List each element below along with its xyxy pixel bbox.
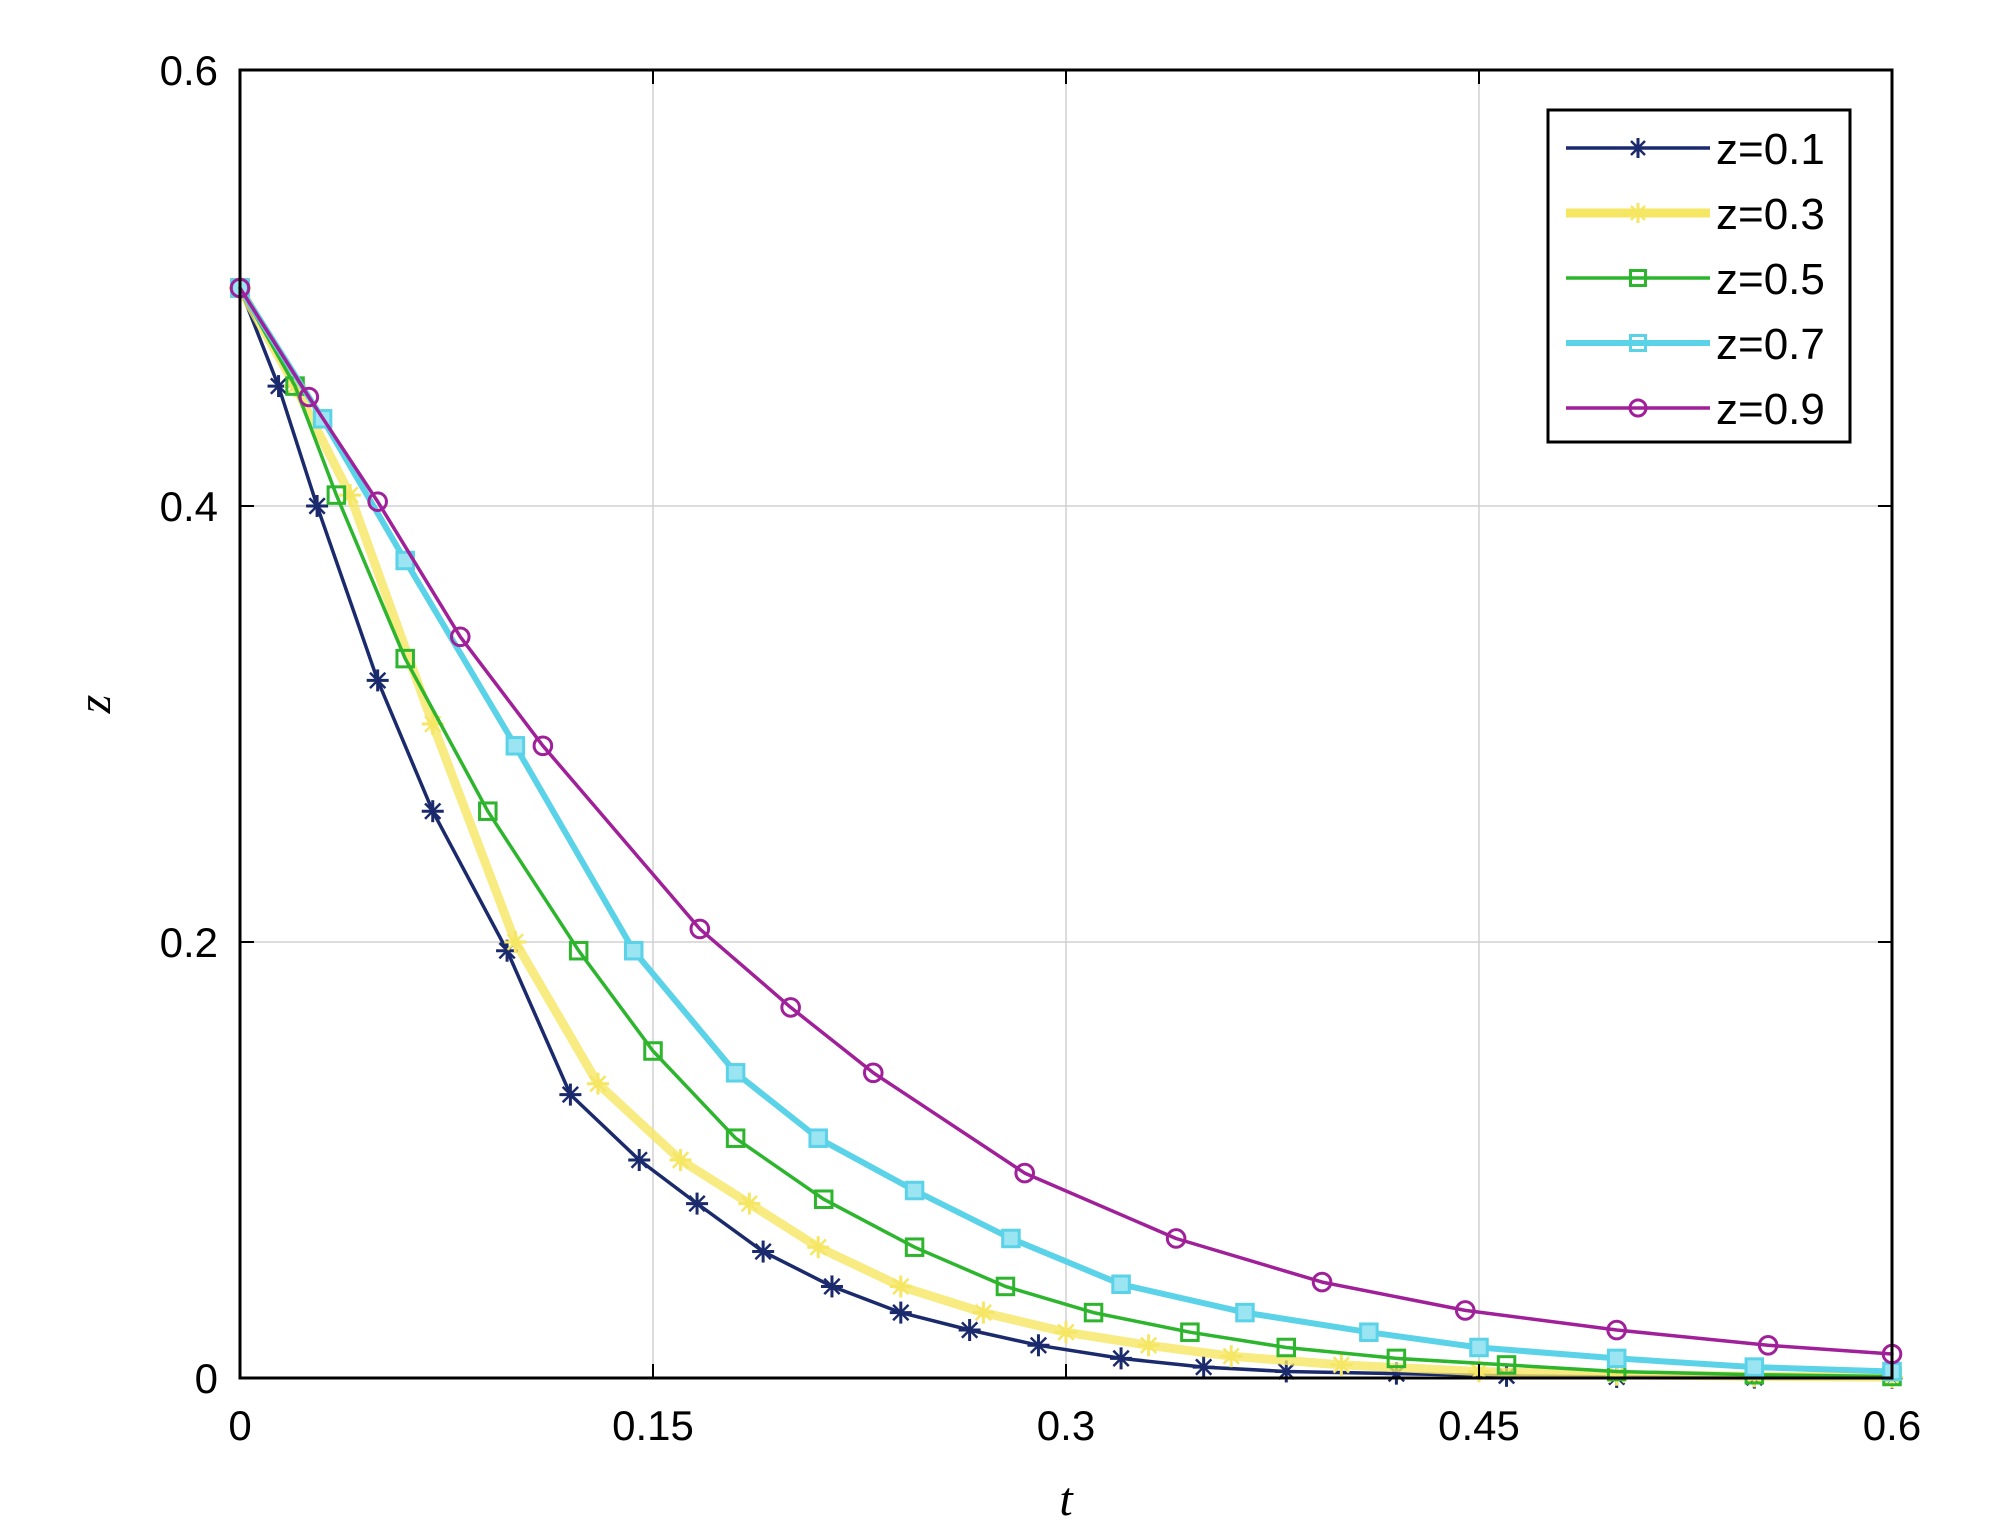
x-tick-label: 0 xyxy=(228,1402,251,1449)
data-point xyxy=(889,1301,912,1324)
data-point xyxy=(1496,1355,1517,1375)
data-point xyxy=(1606,1319,1627,1341)
x-tick-labels: 0 0.15 0.3 0.45 0.6 xyxy=(228,1402,1921,1449)
data-point xyxy=(1454,1300,1476,1321)
data-point xyxy=(1757,1335,1779,1356)
y-tick-label: 0.4 xyxy=(160,483,218,530)
data-point xyxy=(808,1128,828,1148)
data-point xyxy=(1111,1274,1131,1295)
legend: z=0.1 z=0.3 z=0.5 z=0.7 z=0.9 xyxy=(1546,108,1852,444)
data-point xyxy=(1110,1347,1133,1370)
data-point xyxy=(1330,1353,1353,1376)
data-point xyxy=(1165,1228,1187,1249)
legend-label: z=0.9 xyxy=(1716,385,1825,434)
data-point xyxy=(326,485,347,505)
data-point xyxy=(862,1062,884,1084)
data-point xyxy=(972,1301,995,1324)
data-point xyxy=(568,940,589,961)
data-point xyxy=(421,800,444,823)
y-tick-label: 0.2 xyxy=(160,919,218,966)
data-point xyxy=(1386,1348,1407,1369)
data-point xyxy=(686,1192,709,1215)
series-z=0.5 xyxy=(230,278,1902,1387)
x-tick-label: 0.45 xyxy=(1438,1402,1520,1449)
data-point xyxy=(366,669,389,692)
data-point xyxy=(505,736,526,756)
data-point xyxy=(904,1237,925,1257)
y-tick-label: 0 xyxy=(195,1355,218,1402)
data-point xyxy=(586,1072,609,1095)
data-point xyxy=(628,1149,651,1171)
legend-label: z=0.1 xyxy=(1716,125,1825,174)
x-tick-label: 0.15 xyxy=(612,1402,694,1449)
data-point xyxy=(752,1240,775,1263)
data-point xyxy=(1192,1356,1215,1379)
data-point xyxy=(1055,1321,1077,1344)
data-point xyxy=(1629,334,1647,352)
data-point xyxy=(306,495,329,517)
y-tick-labels: 0 0.2 0.4 0.6 xyxy=(160,47,218,1402)
data-point xyxy=(367,491,388,512)
data-point xyxy=(623,940,644,961)
data-point xyxy=(1628,203,1648,223)
data-point xyxy=(725,1128,746,1148)
tick-marks xyxy=(239,69,1893,1379)
data-point xyxy=(1001,1228,1021,1249)
data-point xyxy=(1235,1302,1255,1323)
y-axis-title: z xyxy=(68,694,121,714)
data-point xyxy=(532,735,554,757)
data-point xyxy=(738,1192,761,1215)
data-point xyxy=(1628,398,1648,418)
data-point xyxy=(995,1276,1016,1297)
series-layer xyxy=(229,277,1903,1389)
data-point xyxy=(813,1189,834,1209)
series-line xyxy=(238,286,1894,1356)
series-line xyxy=(238,286,1894,1379)
data-point xyxy=(669,1149,692,1171)
series-line xyxy=(237,285,1895,1375)
data-point xyxy=(780,997,801,1018)
data-point xyxy=(1744,1357,1765,1377)
legend-box xyxy=(1546,108,1852,444)
data-point xyxy=(298,386,320,408)
data-point xyxy=(820,1275,843,1298)
data-point xyxy=(449,626,471,648)
data-point xyxy=(1276,1337,1297,1358)
series-line xyxy=(238,286,1894,1380)
data-point xyxy=(504,931,527,953)
data-point xyxy=(1628,138,1648,158)
data-point xyxy=(395,648,415,669)
legend-label: z=0.3 xyxy=(1716,190,1825,239)
data-point xyxy=(1359,1322,1379,1342)
data-point xyxy=(643,1041,663,1061)
legend-label: z=0.5 xyxy=(1716,255,1825,304)
data-point xyxy=(889,1275,912,1298)
y-tick-label: 0.6 xyxy=(160,47,218,94)
data-point xyxy=(559,1083,582,1106)
data-point xyxy=(958,1319,981,1342)
series-z=0.7 xyxy=(230,278,1902,1382)
data-point xyxy=(1137,1334,1160,1357)
legend-label: z=0.7 xyxy=(1716,320,1825,369)
data-point xyxy=(1311,1271,1333,1293)
data-point xyxy=(478,801,498,821)
x-tick-label: 0.6 xyxy=(1863,1402,1921,1449)
data-point xyxy=(1180,1322,1200,1342)
x-axis-title: t xyxy=(1059,1473,1074,1526)
data-point xyxy=(1014,1162,1035,1184)
data-point xyxy=(904,1180,925,1201)
data-point xyxy=(1469,1337,1489,1358)
data-point xyxy=(725,1063,746,1083)
data-point xyxy=(1083,1302,1104,1323)
data-point xyxy=(807,1236,830,1259)
data-point xyxy=(1606,1348,1627,1369)
data-point xyxy=(689,918,711,940)
data-point xyxy=(1220,1345,1243,1368)
data-point xyxy=(1027,1334,1050,1357)
data-point xyxy=(1629,269,1647,287)
x-tick-label: 0.3 xyxy=(1037,1402,1095,1449)
